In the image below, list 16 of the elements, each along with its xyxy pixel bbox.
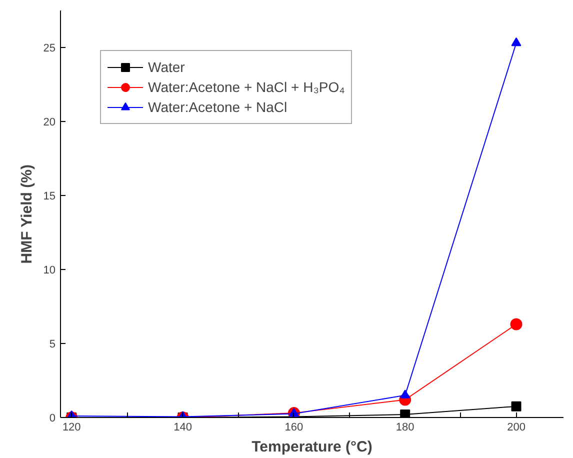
y-tick-label: 5	[49, 338, 56, 350]
legend-label: Water:Acetone + NaCl	[148, 99, 288, 115]
x-tick-label: 180	[396, 422, 414, 434]
x-tick-label: 120	[62, 422, 81, 434]
y-tick-label: 0	[49, 412, 56, 424]
legend-label: Water	[148, 59, 185, 75]
y-tick-label: 10	[43, 264, 56, 276]
y-tick-label: 20	[43, 116, 56, 128]
x-axis-title: Temperature (°C)	[252, 438, 372, 456]
x-tick-label: 140	[174, 422, 192, 434]
x-tick-label: 200	[507, 422, 526, 434]
y-tick-label: 15	[43, 190, 56, 202]
y-axis-title: HMF Yield (%)	[18, 164, 36, 264]
x-tick-label: 160	[284, 422, 304, 434]
y-tick-label: 25	[43, 42, 56, 54]
legend-label: Water:Acetone + NaCl + H₃PO₄	[148, 79, 345, 95]
